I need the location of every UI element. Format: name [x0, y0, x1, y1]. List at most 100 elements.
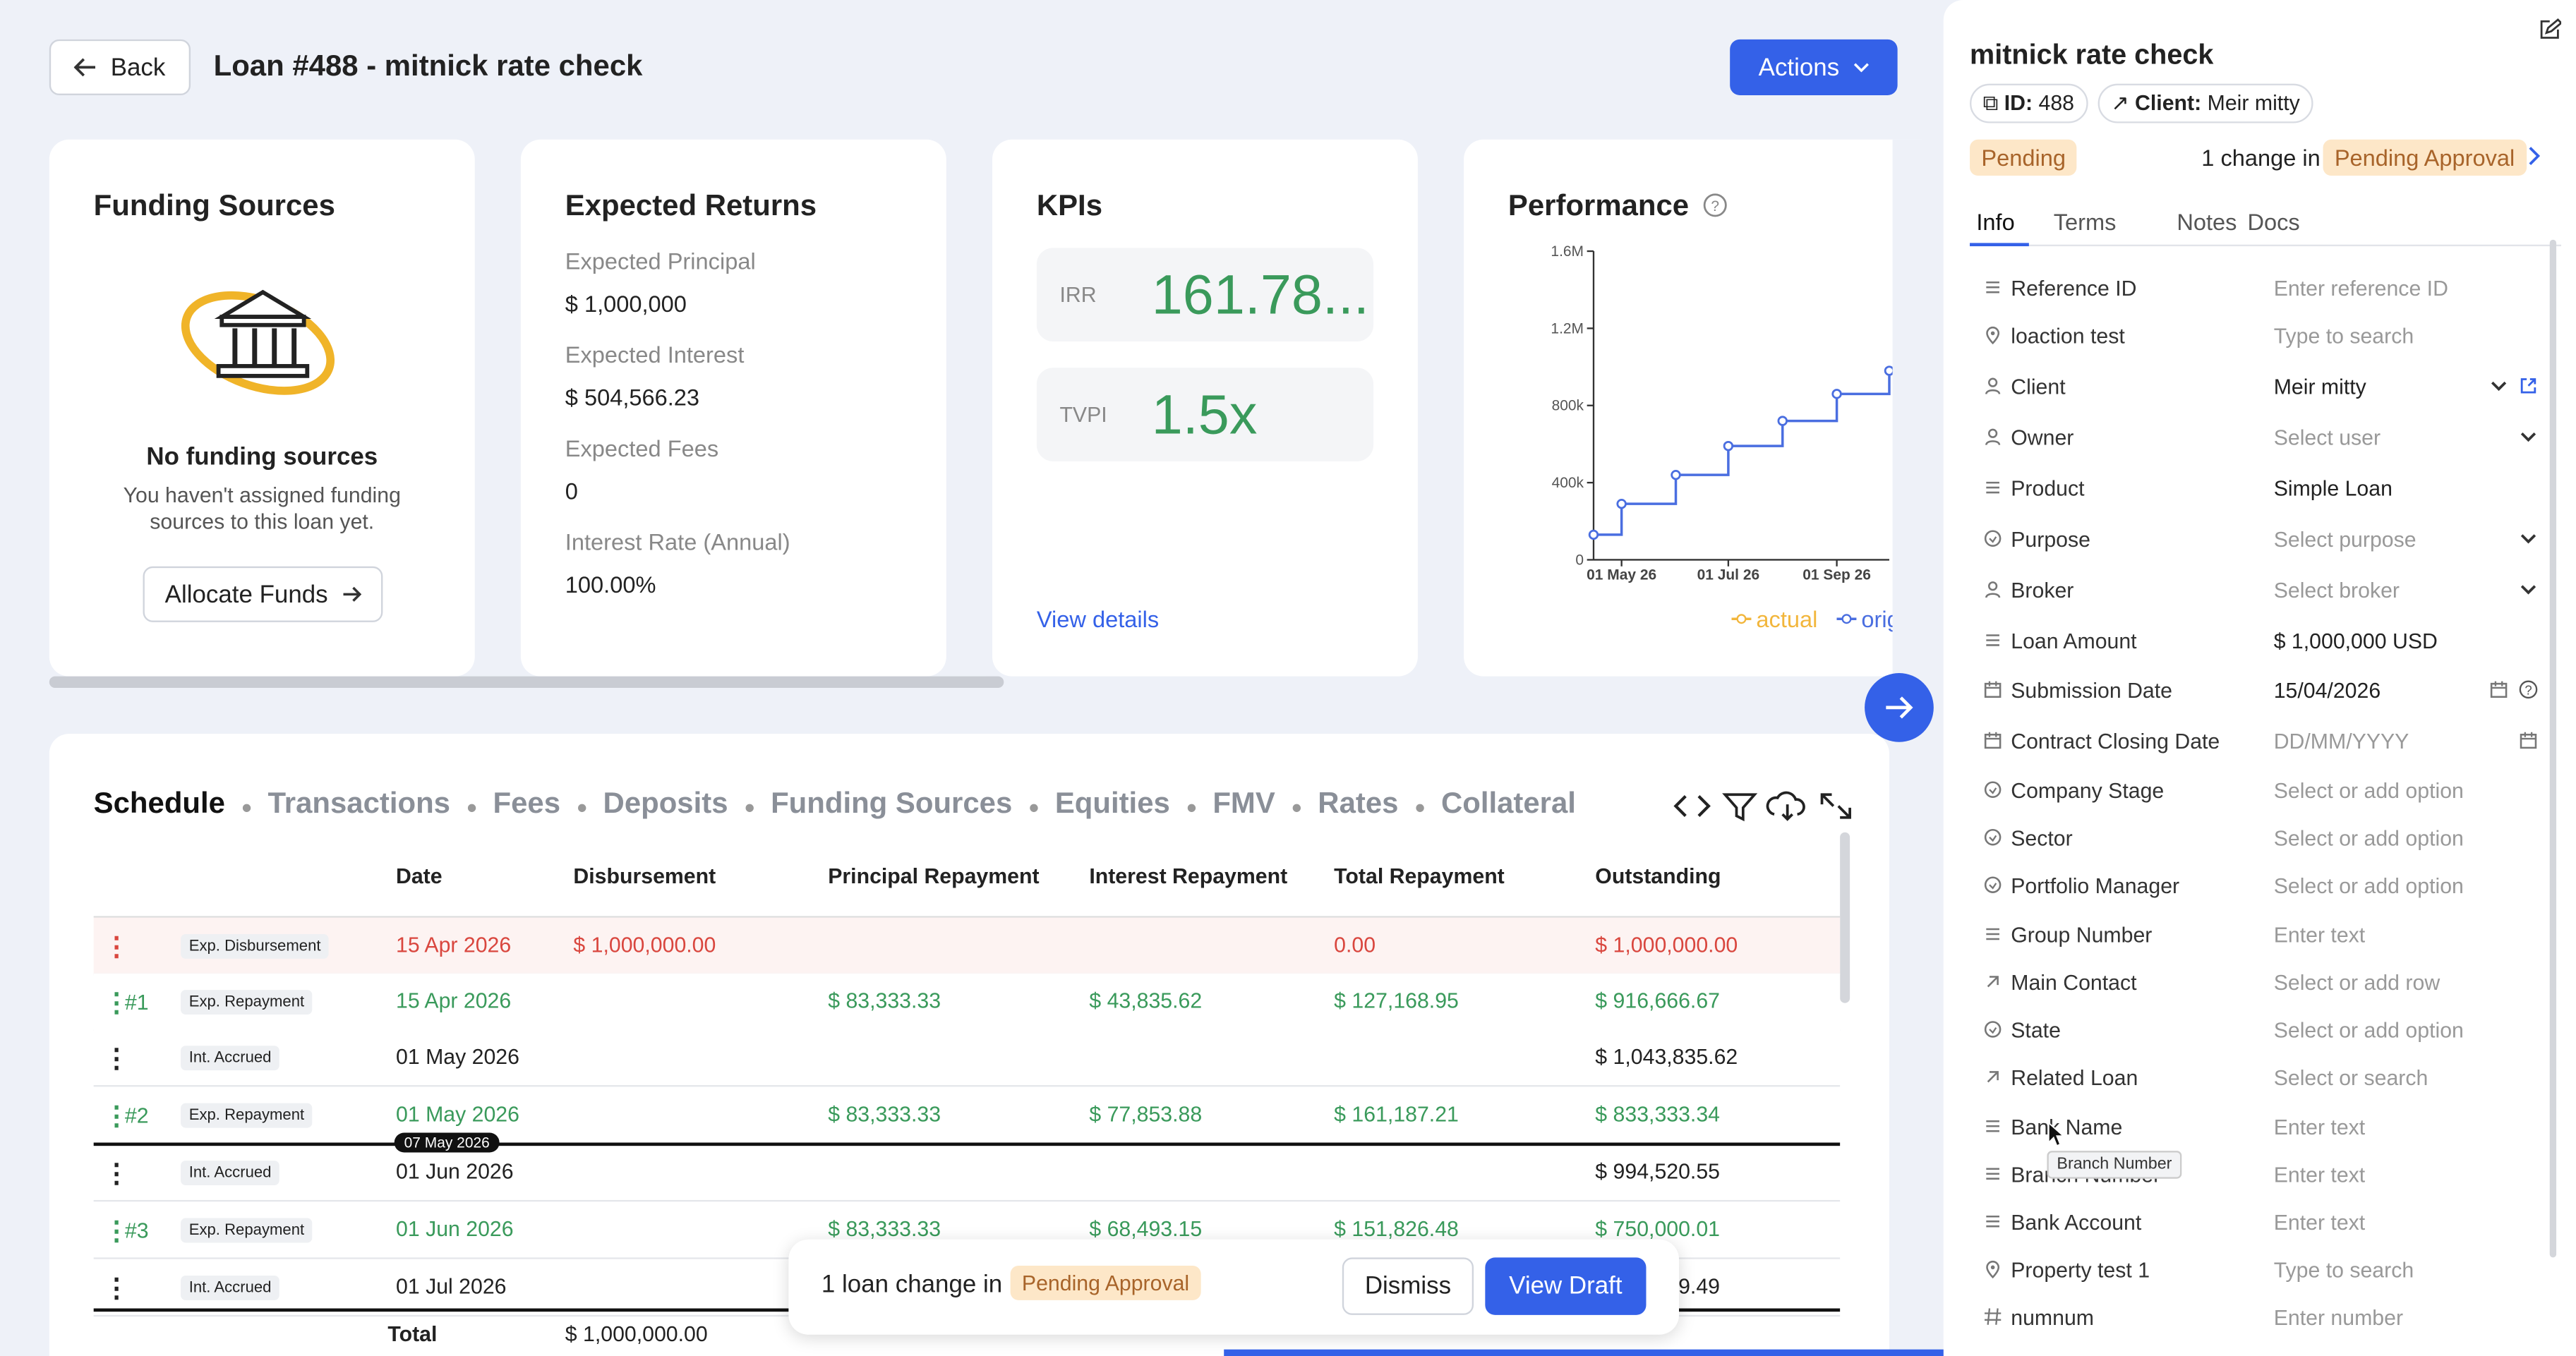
- chevron-icon[interactable]: [2519, 427, 2539, 447]
- field-label: Portfolio Manager: [2011, 873, 2180, 898]
- field-value[interactable]: Enter reference ID: [2273, 275, 2448, 301]
- field-value[interactable]: Simple Loan: [2273, 476, 2393, 501]
- kpi-box: IRR 161.78...: [1036, 248, 1374, 341]
- field-value[interactable]: 15/04/2026: [2273, 678, 2381, 703]
- cell: 01 Jun 2026: [396, 1158, 514, 1184]
- calendar-ctl-icon[interactable]: [2519, 730, 2539, 750]
- back-icon: [74, 58, 96, 77]
- cell: $ 833,333.34: [1595, 1101, 1720, 1127]
- row-tag: Int. Accrued: [181, 1046, 280, 1071]
- id-label: ID:: [2004, 90, 2033, 115]
- tab[interactable]: Fees: [493, 786, 561, 820]
- lines-icon: [1986, 481, 1999, 494]
- tab[interactable]: Collateral: [1440, 786, 1576, 820]
- cell: $ 43,835.62: [1089, 988, 1203, 1013]
- next-button[interactable]: [1863, 672, 1935, 744]
- row-menu[interactable]: ⋮: [103, 1046, 130, 1074]
- field-label: Product: [2011, 476, 2085, 501]
- tab[interactable]: Rates: [1318, 786, 1399, 820]
- field-value[interactable]: Select user: [2273, 425, 2381, 450]
- table-scrollbar[interactable]: [1840, 832, 1850, 1003]
- chevron-icon[interactable]: [2489, 376, 2509, 396]
- user-icon: [1985, 377, 2001, 394]
- table-tools[interactable]: [1673, 788, 1857, 824]
- scrollbar[interactable]: [49, 676, 1004, 688]
- tooltip: Branch Number: [2047, 1151, 2182, 1179]
- tab[interactable]: FMV: [1212, 786, 1275, 820]
- help-icon[interactable]: ?: [2519, 679, 2539, 699]
- field-value[interactable]: Select broker: [2273, 578, 2400, 603]
- column-header: Outstanding: [1595, 863, 1721, 888]
- row-menu[interactable]: ⋮: [103, 1275, 130, 1304]
- panel-tab[interactable]: Docs: [2247, 208, 2300, 235]
- cell: $ 83,333.33: [828, 1216, 941, 1242]
- back-button[interactable]: Back: [49, 39, 191, 95]
- field-value[interactable]: Type to search: [2273, 323, 2414, 349]
- target-icon: [1984, 1021, 2002, 1038]
- total-value: $ 1,000,000.00: [565, 1321, 708, 1347]
- row-menu[interactable]: ⋮: [103, 990, 130, 1018]
- row-menu[interactable]: ⋮: [103, 1103, 130, 1132]
- calendar-icon: [1984, 732, 2002, 749]
- field-value[interactable]: Select or add option: [2273, 873, 2464, 898]
- field-value[interactable]: Select or add option: [2273, 1017, 2464, 1043]
- back-label: Back: [110, 53, 166, 82]
- row-menu[interactable]: ⋮: [103, 1161, 130, 1189]
- row-menu[interactable]: ⋮: [103, 933, 130, 962]
- field-value[interactable]: $ 1,000,000 USD: [2273, 629, 2438, 654]
- allocate-button[interactable]: Allocate Funds: [143, 566, 383, 622]
- row-menu[interactable]: ⋮: [103, 1218, 130, 1247]
- row-tag: Int. Accrued: [181, 1275, 280, 1300]
- arrow-icon: [1987, 1071, 1999, 1083]
- field-value[interactable]: Select or add option: [2273, 777, 2464, 803]
- calendar-ctl-icon[interactable]: [2489, 679, 2509, 699]
- tab[interactable]: Deposits: [603, 786, 728, 820]
- chevron-right[interactable]: [2527, 145, 2543, 168]
- cell: $ 127,168.95: [1334, 988, 1459, 1013]
- field-value[interactable]: Select or add row: [2273, 970, 2440, 995]
- point: [1831, 389, 1842, 399]
- field-value[interactable]: Select purpose: [2273, 526, 2416, 552]
- target-icon: [1984, 876, 2002, 893]
- field-value[interactable]: Select or add option: [2273, 825, 2464, 851]
- tab[interactable]: Transactions: [267, 786, 451, 820]
- panel-tab[interactable]: Notes: [2177, 208, 2237, 235]
- field-value[interactable]: Type to search: [2273, 1257, 2414, 1283]
- client-chip[interactable]: ↗ Client: Meir mitty: [2097, 83, 2313, 123]
- tab[interactable]: Funding Sources: [771, 786, 1013, 820]
- cell: $ 77,853.88: [1089, 1101, 1203, 1127]
- actions-button[interactable]: Actions: [1730, 39, 1898, 95]
- view-details-link[interactable]: View details: [1036, 605, 1160, 632]
- field-label: Sector: [2011, 825, 2073, 851]
- panel-scrollbar[interactable]: [2549, 239, 2557, 1258]
- card-title: KPIs: [1036, 188, 1103, 222]
- return-label: Expected Principal: [565, 248, 756, 274]
- lines-icon: [1986, 928, 1999, 940]
- field-value[interactable]: DD/MM/YYYY: [2273, 729, 2409, 754]
- view-draft-button[interactable]: View Draft: [1485, 1257, 1647, 1315]
- return-label: Expected Interest: [565, 341, 745, 368]
- dismiss-button[interactable]: Dismiss: [1342, 1257, 1474, 1315]
- tab-dot: •: [467, 791, 477, 825]
- field-value[interactable]: Meir mitty: [2273, 374, 2366, 399]
- tab[interactable]: Equities: [1054, 786, 1170, 820]
- view-draft-label: View Draft: [1509, 1272, 1623, 1300]
- link-icon[interactable]: [2519, 376, 2539, 396]
- point: [1777, 416, 1788, 426]
- edit-icon[interactable]: [2538, 18, 2562, 42]
- field-value[interactable]: Select or search: [2273, 1065, 2428, 1091]
- field-value[interactable]: Enter text: [2273, 1162, 2366, 1187]
- table-row: ⋮ Int. Accrued 01 May 2026 $ 1,043,835.62: [93, 1029, 1841, 1087]
- panel-tab[interactable]: Info: [1976, 208, 2015, 235]
- chevron-icon[interactable]: [2519, 528, 2539, 548]
- chevron-icon[interactable]: [2519, 579, 2539, 599]
- field-value[interactable]: Enter text: [2273, 1209, 2366, 1235]
- help-icon[interactable]: ?: [1702, 192, 1728, 218]
- panel-tab[interactable]: Terms: [2053, 208, 2117, 235]
- field-value[interactable]: Enter text: [2273, 922, 2366, 948]
- tab[interactable]: Schedule: [93, 786, 225, 820]
- id-chip[interactable]: ⧉ ID: 488: [1970, 83, 2088, 123]
- field-value[interactable]: Enter number: [2273, 1304, 2404, 1330]
- mouse-cursor: [2047, 1121, 2064, 1147]
- field-value[interactable]: Enter text: [2273, 1114, 2366, 1139]
